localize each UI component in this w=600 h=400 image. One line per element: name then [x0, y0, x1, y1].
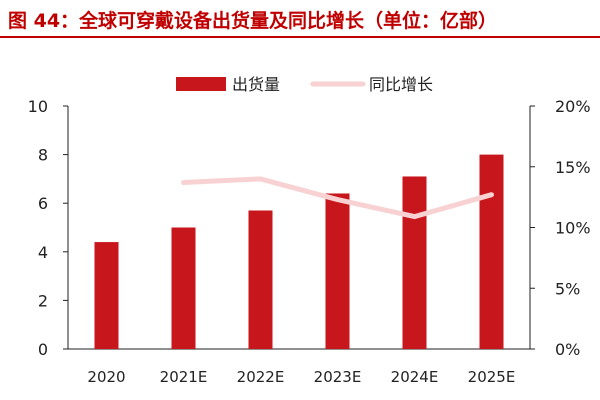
legend-label-bar: 出货量 [232, 75, 280, 94]
growth-point-2021E [181, 180, 186, 185]
x-tick-label-2024E: 2024E [391, 368, 439, 386]
bar-2025E [479, 154, 504, 349]
right-tick-label-0%: 0% [555, 340, 580, 359]
left-tick-label-8: 8 [38, 146, 48, 165]
bar-2024E [402, 176, 427, 349]
legend: 出货量 同比增长 [176, 75, 433, 94]
growth-point-2023E [335, 197, 340, 202]
line-series [181, 176, 494, 220]
left-tick-label-0: 0 [38, 340, 48, 359]
bar-2020 [94, 242, 119, 349]
chart-title-bar: 图 44：全球可穿戴设备出货量及同比增长（单位：亿部） [0, 0, 600, 38]
left-axis-ticks: 0 2 4 6 8 10 [28, 97, 68, 359]
growth-point-2022E [258, 176, 263, 181]
bar-2022E [248, 210, 273, 349]
x-tick-label-2023E: 2023E [314, 368, 362, 386]
right-tick-label-20%: 20% [555, 97, 591, 116]
right-axis-ticks: 0% 5% 10% 15% 20% [530, 97, 591, 359]
x-tick-label-2021E: 2021E [160, 368, 208, 386]
x-axis-ticks: 2020 2021E 2022E 2023E 2024E 2025E [87, 368, 515, 386]
legend-swatch-bar [176, 77, 226, 91]
title-rule [0, 36, 600, 38]
right-tick-label-10%: 10% [555, 219, 591, 238]
right-tick-label-15%: 15% [555, 158, 591, 177]
x-tick-label-2025E: 2025E [468, 368, 516, 386]
growth-point-2025E [489, 192, 494, 197]
left-tick-label-4: 4 [38, 243, 48, 262]
bar-2023E [325, 193, 350, 349]
left-tick-label-10: 10 [28, 97, 48, 116]
x-tick-label-2020: 2020 [87, 368, 125, 386]
left-tick-label-6: 6 [38, 194, 48, 213]
right-tick-label-5%: 5% [555, 279, 580, 298]
legend-label-line: 同比增长 [369, 75, 433, 94]
left-tick-label-2: 2 [38, 291, 48, 310]
growth-point-2024E [412, 214, 417, 219]
x-tick-label-2022E: 2022E [237, 368, 285, 386]
chart-title: 图 44：全球可穿戴设备出货量及同比增长（单位：亿部） [8, 10, 498, 32]
bar-series [94, 154, 504, 349]
bar-2021E [171, 227, 196, 349]
